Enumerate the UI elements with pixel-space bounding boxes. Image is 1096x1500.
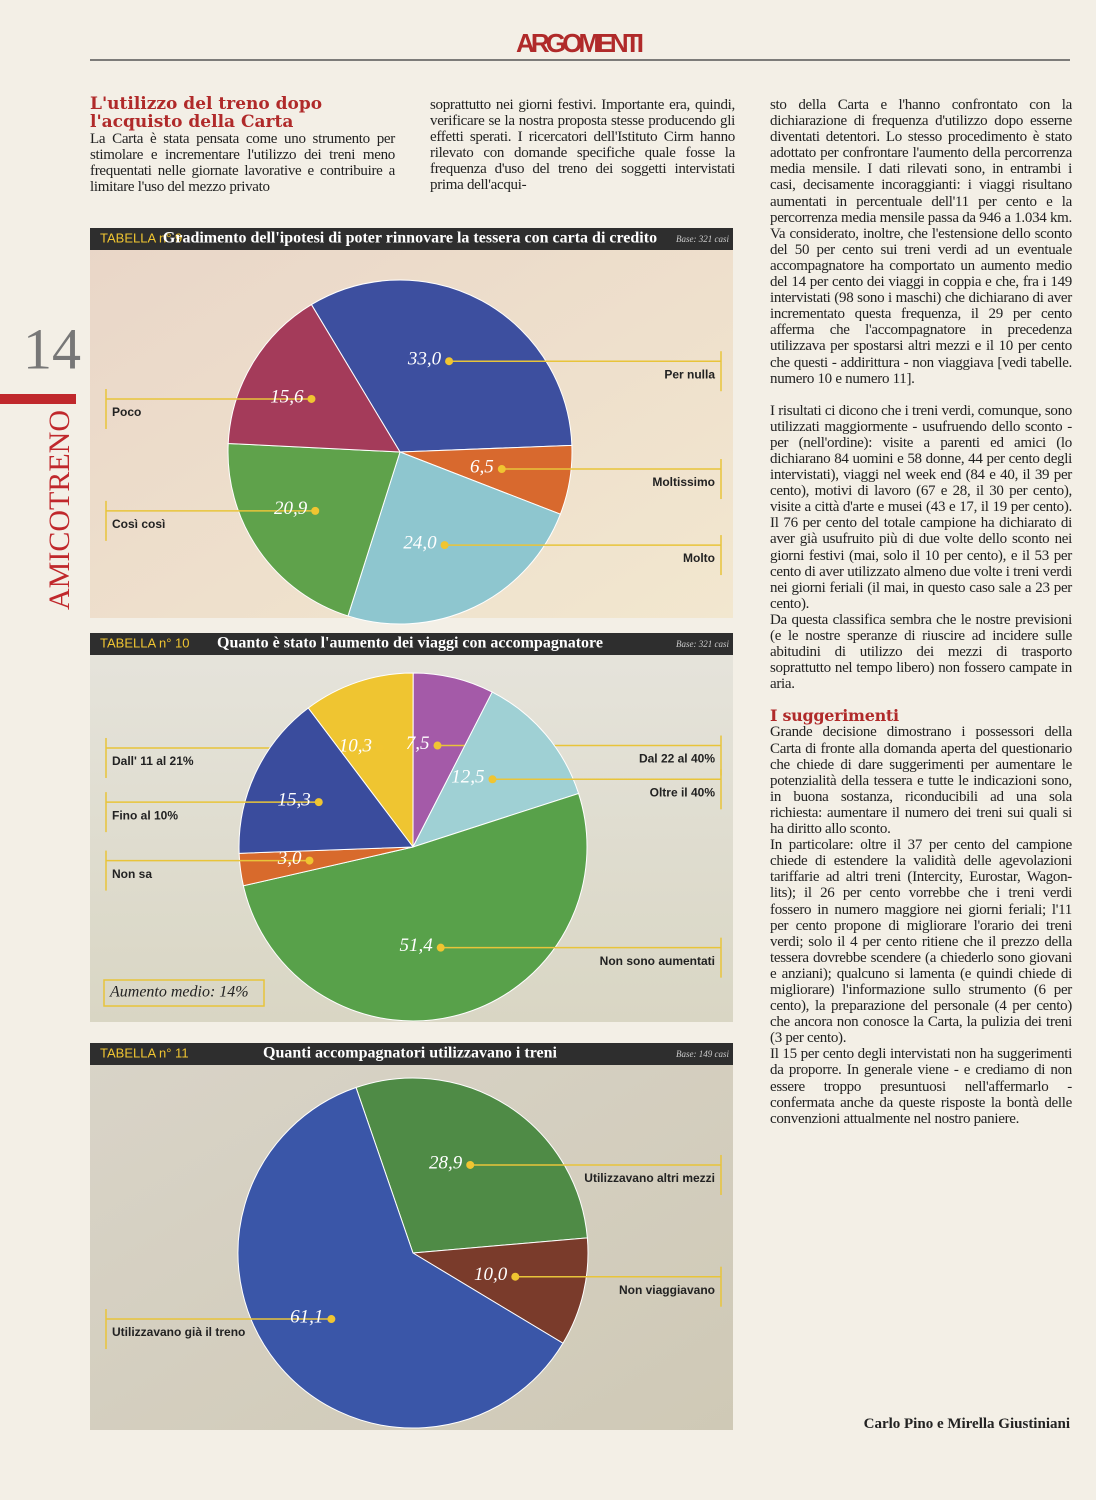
chart-label: TABELLA n° 11 bbox=[100, 1045, 189, 1060]
category-label: Per nulla bbox=[664, 367, 715, 381]
chart-base: Base: 149 casi bbox=[676, 1049, 729, 1059]
pie-slice bbox=[412, 691, 580, 848]
chart-label: TABELLA n° 10 bbox=[100, 635, 190, 650]
category-label: Utilizzavano già il treno bbox=[112, 1325, 245, 1339]
page-number: 14 bbox=[23, 316, 81, 381]
category-label: Non sono aumentati bbox=[600, 954, 715, 968]
category-label: Fino al 10% bbox=[112, 808, 178, 822]
pie-slice bbox=[310, 279, 573, 453]
section-title: ARGOMENTI bbox=[516, 28, 644, 58]
leader-dot bbox=[497, 465, 506, 474]
column-2: soprattutto nei giorni festivi. Importan… bbox=[430, 97, 735, 194]
paragraph: La Carta è stata pensata come uno strume… bbox=[90, 131, 395, 196]
leader-dot bbox=[436, 943, 445, 952]
value-label: 12,5 bbox=[451, 767, 484, 788]
chart-title-bar bbox=[90, 1043, 733, 1065]
leader-dot bbox=[327, 1315, 336, 1324]
column-1: L'utilizzo del treno dopo l'acquisto del… bbox=[90, 95, 395, 195]
annotation: Aumento medio: 14% bbox=[109, 984, 249, 1001]
value-label: 6,5 bbox=[470, 456, 494, 477]
leader-dot bbox=[440, 541, 449, 550]
leader-dot bbox=[314, 798, 323, 807]
leader-dot bbox=[511, 1272, 520, 1281]
paragraph: Grande decisione dimostrano i possessori… bbox=[770, 724, 1072, 838]
chart-label: TABELLA n° 9 bbox=[100, 230, 182, 245]
chart-title: Quanti accompagnatori utilizzavano i tre… bbox=[263, 1045, 557, 1062]
chart-base: Base: 321 casi bbox=[676, 234, 729, 244]
magazine-name: AMICOTRENO bbox=[43, 410, 76, 610]
leader-dot bbox=[305, 856, 314, 865]
value-label: 51,4 bbox=[399, 935, 433, 956]
pie-slice bbox=[347, 451, 562, 625]
paragraph: In particolare: oltre il 37 per cento de… bbox=[770, 837, 1072, 1047]
category-label: Molto bbox=[683, 551, 715, 565]
pie-slice bbox=[411, 1237, 589, 1344]
column-3: sto della Carta e l'hanno confrontato co… bbox=[770, 97, 1072, 1127]
value-label: 10,3 bbox=[339, 735, 372, 756]
category-label: Non viaggiavano bbox=[619, 1283, 715, 1297]
leader-dot bbox=[488, 775, 497, 784]
value-label: 33,0 bbox=[407, 349, 442, 370]
category-label: Dal 22 al 40% bbox=[639, 752, 715, 766]
pie-slice bbox=[227, 303, 401, 453]
value-label: 15,6 bbox=[270, 386, 304, 407]
pie-slice bbox=[227, 442, 401, 617]
leader-dot bbox=[466, 1160, 475, 1169]
leader-dot bbox=[307, 394, 316, 403]
red-bar bbox=[0, 394, 76, 404]
paragraph: Il 15 per cento degli intervistati non h… bbox=[770, 1046, 1072, 1127]
chart-title-bar bbox=[90, 228, 733, 250]
category-label: Poco bbox=[112, 405, 141, 419]
category-label: Dall' 11 al 21% bbox=[112, 754, 194, 768]
chart-title: Quanto è stato l'aumento dei viaggi con … bbox=[217, 635, 603, 652]
signature: Carlo Pino e Mirella Giustiniani bbox=[863, 1416, 1070, 1432]
leader-dot bbox=[445, 357, 454, 366]
value-label: 20,9 bbox=[274, 498, 308, 519]
category-label: Moltissimo bbox=[652, 475, 715, 489]
annotation-box bbox=[103, 979, 265, 1007]
article-title: L'utilizzo del treno dopo l'acquisto del… bbox=[90, 94, 323, 132]
chart-base: Base: 321 casi bbox=[676, 639, 729, 649]
value-label: 28,9 bbox=[429, 1152, 463, 1173]
leader-dot bbox=[311, 506, 320, 515]
value-label: 24,0 bbox=[403, 532, 437, 553]
chart-title-bar bbox=[90, 633, 733, 655]
pie-slice bbox=[237, 1086, 564, 1429]
pie-slice bbox=[307, 672, 414, 849]
value-label: 61,1 bbox=[290, 1306, 323, 1327]
value-label: 3,0 bbox=[277, 848, 302, 869]
paragraph: sto della Carta e l'hanno confrontato co… bbox=[770, 97, 1072, 387]
value-label: 10,0 bbox=[474, 1264, 508, 1285]
subheading: I suggerimenti bbox=[770, 706, 899, 726]
category-label: Così così bbox=[112, 517, 165, 531]
value-label: 7,5 bbox=[406, 733, 430, 754]
category-label: Non sa bbox=[112, 867, 152, 881]
chart-title: Gradimento dell'ipotesi di poter rinnova… bbox=[163, 230, 657, 247]
value-label: 15,3 bbox=[277, 789, 310, 810]
paragraph: Da questa classifica sembra che le nostr… bbox=[770, 611, 1072, 693]
pie-slice bbox=[238, 707, 414, 854]
leader-dot bbox=[375, 743, 384, 752]
pie-slice bbox=[242, 792, 588, 1022]
category-label: Utilizzavano altri mezzi bbox=[584, 1171, 715, 1185]
leader-dot bbox=[433, 741, 442, 750]
category-label: Oltre il 40% bbox=[650, 785, 716, 799]
paragraph: I risultati ci dicono che i treni verdi,… bbox=[770, 402, 1072, 612]
